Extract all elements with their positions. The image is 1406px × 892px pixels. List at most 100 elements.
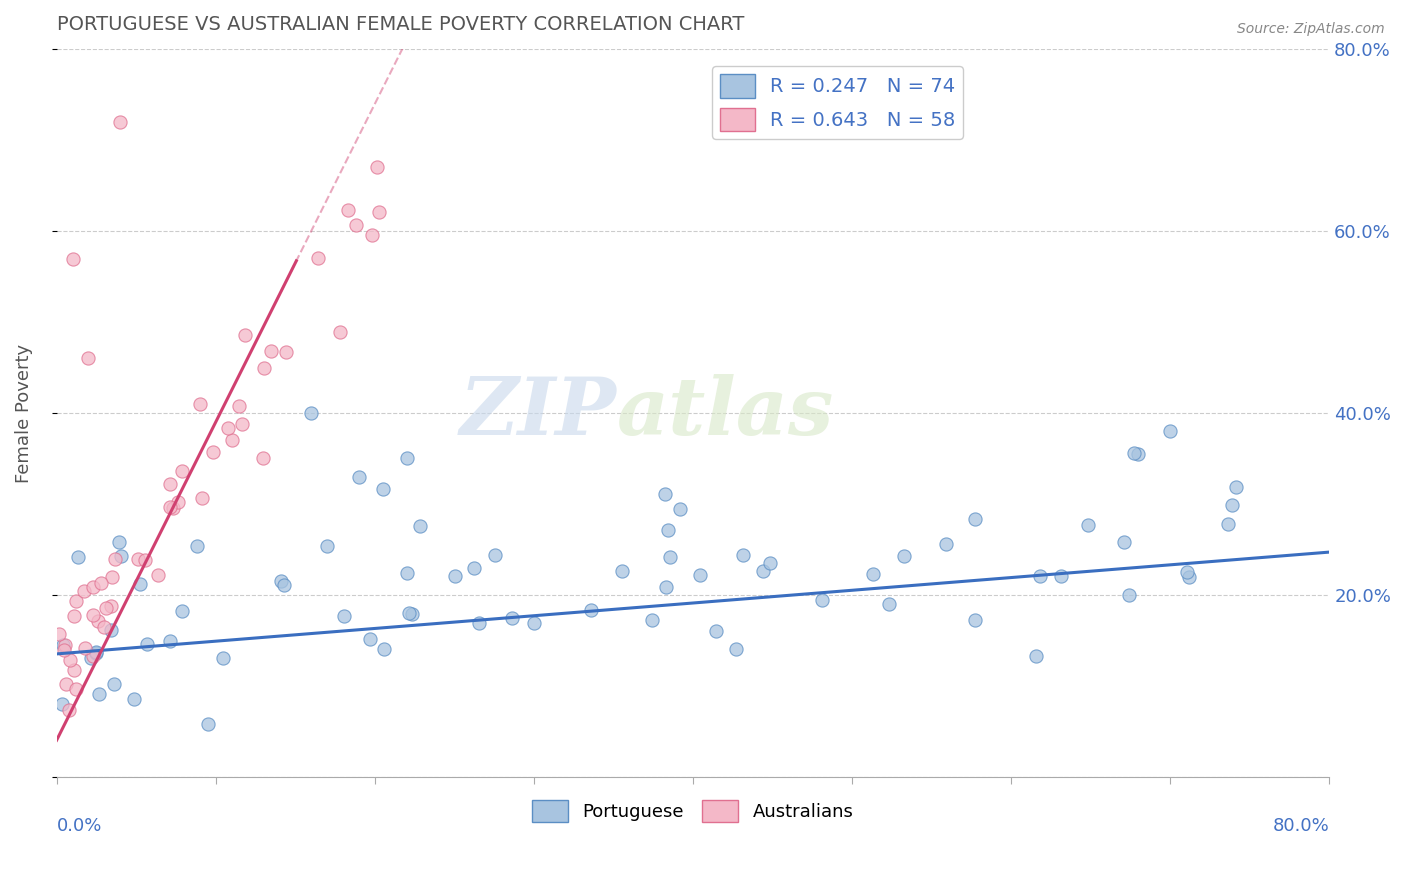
- Point: [657, 523, 679, 537]
- Point: [877, 597, 900, 611]
- Point: [316, 540, 339, 554]
- Point: [963, 512, 986, 526]
- Point: [233, 327, 256, 342]
- Point: [1159, 424, 1181, 438]
- Point: [167, 495, 190, 509]
- Point: [93, 851, 115, 865]
- Point: [359, 632, 381, 647]
- Point: [129, 577, 152, 591]
- Point: [94, 600, 117, 615]
- Point: [373, 642, 395, 657]
- Point: [1118, 587, 1140, 601]
- Point: [654, 487, 676, 501]
- Point: [893, 549, 915, 564]
- Point: [58, 703, 80, 717]
- Point: [82, 649, 104, 664]
- Text: ZIP: ZIP: [460, 375, 617, 451]
- Point: [77, 842, 100, 856]
- Point: [1216, 517, 1239, 532]
- Point: [361, 228, 384, 243]
- Point: [689, 568, 711, 582]
- Point: [751, 564, 773, 578]
- Point: [333, 609, 356, 624]
- Point: [811, 592, 834, 607]
- Point: [124, 691, 146, 706]
- Point: [398, 606, 420, 620]
- Point: [501, 610, 523, 624]
- Point: [862, 567, 884, 582]
- Point: [395, 566, 418, 581]
- Point: [523, 615, 546, 630]
- Text: 80.0%: 80.0%: [1272, 816, 1329, 835]
- Point: [1178, 570, 1201, 584]
- Point: [731, 548, 754, 562]
- Point: [51, 697, 73, 711]
- Point: [610, 565, 633, 579]
- Point: [159, 634, 181, 648]
- Point: [270, 574, 292, 588]
- Point: [65, 594, 87, 608]
- Point: [444, 569, 467, 583]
- Point: [641, 613, 664, 627]
- Point: [307, 252, 329, 266]
- Point: [73, 641, 96, 656]
- Point: [963, 613, 986, 627]
- Point: [69, 815, 91, 830]
- Point: [231, 417, 253, 431]
- Point: [66, 549, 89, 564]
- Point: [934, 537, 956, 551]
- Point: [329, 325, 352, 339]
- Point: [135, 637, 157, 651]
- Point: [1225, 480, 1247, 494]
- Point: [73, 584, 96, 599]
- Point: [467, 615, 489, 630]
- Point: [273, 578, 295, 592]
- Point: [103, 677, 125, 691]
- Text: Source: ZipAtlas.com: Source: ZipAtlas.com: [1237, 22, 1385, 37]
- Point: [110, 549, 132, 564]
- Point: [581, 603, 603, 617]
- Point: [347, 469, 370, 483]
- Point: [371, 482, 394, 496]
- Point: [1175, 565, 1198, 579]
- Point: [159, 477, 181, 491]
- Point: [1112, 534, 1135, 549]
- Point: [87, 614, 110, 628]
- Point: [1220, 498, 1243, 512]
- Point: [110, 115, 132, 129]
- Point: [758, 556, 780, 570]
- Point: [724, 642, 747, 657]
- Point: [63, 663, 86, 677]
- Point: [59, 653, 82, 667]
- Point: [170, 464, 193, 478]
- Point: [1029, 568, 1052, 582]
- Point: [1049, 568, 1071, 582]
- Point: [53, 639, 76, 653]
- Point: [55, 677, 77, 691]
- Point: [260, 344, 283, 359]
- Point: [107, 535, 129, 549]
- Point: [401, 607, 423, 621]
- Point: [134, 553, 156, 567]
- Point: [409, 518, 432, 533]
- Text: PORTUGUESE VS AUSTRALIAN FEMALE POVERTY CORRELATION CHART: PORTUGUESE VS AUSTRALIAN FEMALE POVERTY …: [56, 15, 744, 34]
- Point: [127, 552, 149, 566]
- Point: [53, 643, 76, 657]
- Legend: R = 0.247   N = 74, R = 0.643   N = 58: R = 0.247 N = 74, R = 0.643 N = 58: [711, 66, 963, 139]
- Point: [162, 500, 184, 515]
- Point: [212, 651, 235, 665]
- Point: [1025, 649, 1047, 664]
- Point: [80, 651, 103, 665]
- Point: [62, 252, 84, 266]
- Point: [186, 539, 208, 553]
- Point: [89, 687, 111, 701]
- Point: [704, 624, 727, 638]
- Point: [366, 160, 388, 174]
- Point: [148, 567, 170, 582]
- Point: [655, 580, 678, 594]
- Point: [52, 638, 75, 652]
- Point: [368, 204, 391, 219]
- Point: [100, 623, 122, 637]
- Text: 0.0%: 0.0%: [56, 816, 103, 835]
- Text: atlas: atlas: [617, 375, 834, 451]
